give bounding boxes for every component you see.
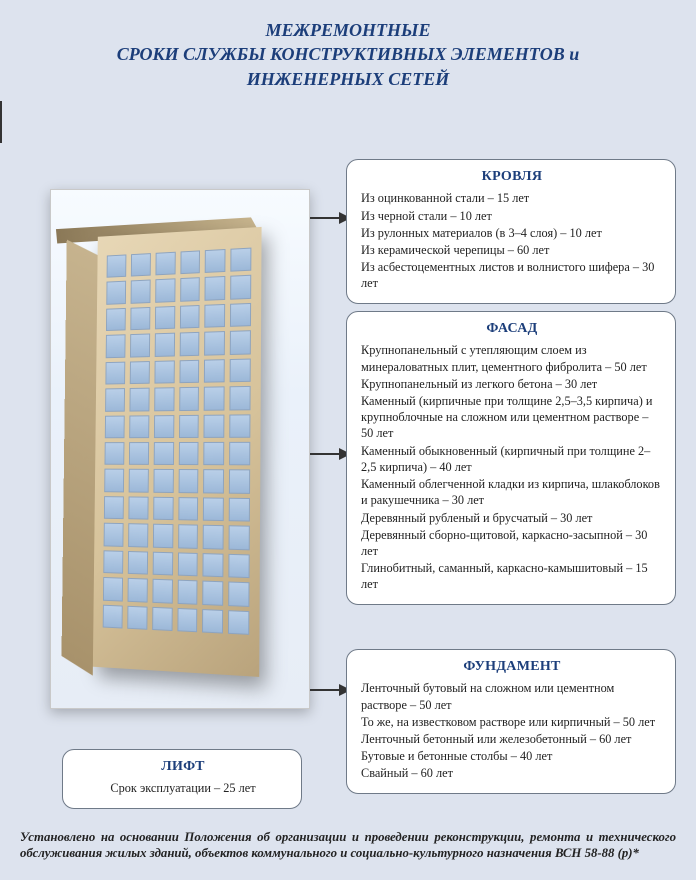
arrow-to-foundation bbox=[310, 689, 350, 691]
callout-facade-item: Крупнопанельный с утепляющим слоем из ми… bbox=[361, 342, 663, 374]
callout-foundation: ФУНДАМЕНТ Ленточный бутовый на сложном и… bbox=[346, 649, 676, 794]
arrow-to-lift bbox=[0, 101, 2, 143]
callout-facade-item: Крупнопанельный из легкого бетона – 30 л… bbox=[361, 376, 663, 392]
callout-lift-text: Срок эксплуатации – 25 лет bbox=[77, 780, 289, 796]
building-body bbox=[93, 227, 262, 677]
callout-foundation-items: Ленточный бутовый на сложном или цементн… bbox=[361, 680, 663, 781]
callout-foundation-item: Свайный – 60 лет bbox=[361, 765, 663, 781]
callout-roof-items: Из оцинкованной стали – 15 лет Из черной … bbox=[361, 190, 663, 291]
callout-facade-item: Каменный облегченной кладки из кирпича, … bbox=[361, 476, 663, 508]
building-illustration bbox=[50, 189, 310, 709]
callout-facade-title: ФАСАД bbox=[361, 320, 663, 338]
callout-foundation-item: Бутовые и бетонные столбы – 40 лет bbox=[361, 748, 663, 764]
callout-roof-item: Из черной стали – 10 лет bbox=[361, 208, 663, 224]
callout-roof-item: Из керамической черепицы – 60 лет bbox=[361, 242, 663, 258]
diagram-area: КРОВЛЯ Из оцинкованной стали – 15 летИз … bbox=[0, 101, 696, 821]
callout-foundation-item: Ленточный бутовый на сложном или цементн… bbox=[361, 680, 663, 712]
callout-roof-title: КРОВЛЯ bbox=[361, 168, 663, 186]
building-windows bbox=[103, 247, 252, 634]
callout-facade-item: Деревянный сборно-щитовой, каркасно-засы… bbox=[361, 527, 663, 559]
callout-lift-title: ЛИФТ bbox=[77, 758, 289, 776]
page-title: МЕЖРЕМОНТНЫЕ СРОКИ СЛУЖБЫ КОНСТРУКТИВНЫХ… bbox=[0, 0, 696, 101]
arrow-to-facade bbox=[310, 453, 350, 455]
callout-facade-item: Глинобитный, саманный, каркасно-камышито… bbox=[361, 560, 663, 592]
callout-roof-item: Из асбестоцементных листов и волнистого … bbox=[361, 259, 663, 291]
callout-facade-items: Крупнопанельный с утепляющим слоем из ми… bbox=[361, 342, 663, 592]
callout-roof: КРОВЛЯ Из оцинкованной стали – 15 летИз … bbox=[346, 159, 676, 304]
callout-facade-item: Каменный (кирпичные при толщине 2,5–3,5 … bbox=[361, 393, 663, 442]
callout-foundation-item: То же, на известковом растворе или кирпи… bbox=[361, 714, 663, 730]
callout-roof-item: Из оцинкованной стали – 15 лет bbox=[361, 190, 663, 206]
title-line-1: МЕЖРЕМОНТНЫЕ bbox=[40, 18, 656, 42]
arrow-to-roof bbox=[310, 217, 350, 219]
callout-lift: ЛИФТ Срок эксплуатации – 25 лет bbox=[62, 749, 302, 809]
title-line-2: СРОКИ СЛУЖБЫ КОНСТРУКТИВНЫХ ЭЛЕМЕНТОВ и bbox=[40, 42, 656, 66]
footnote-text: Установлено на основании Положения об ор… bbox=[20, 829, 676, 862]
callout-facade-item: Деревянный рубленый и брусчатый – 30 лет bbox=[361, 510, 663, 526]
callout-facade: ФАСАД Крупнопанельный с утепляющим слоем… bbox=[346, 311, 676, 605]
callout-foundation-title: ФУНДАМЕНТ bbox=[361, 658, 663, 676]
title-line-3: ИНЖЕНЕРНЫХ СЕТЕЙ bbox=[40, 67, 656, 91]
callout-roof-item: Из рулонных материалов (в 3–4 слоя) – 10… bbox=[361, 225, 663, 241]
callout-facade-item: Каменный обыкновенный (кирпичный при тол… bbox=[361, 443, 663, 475]
callout-foundation-item: Ленточный бетонный или железобетонный – … bbox=[361, 731, 663, 747]
